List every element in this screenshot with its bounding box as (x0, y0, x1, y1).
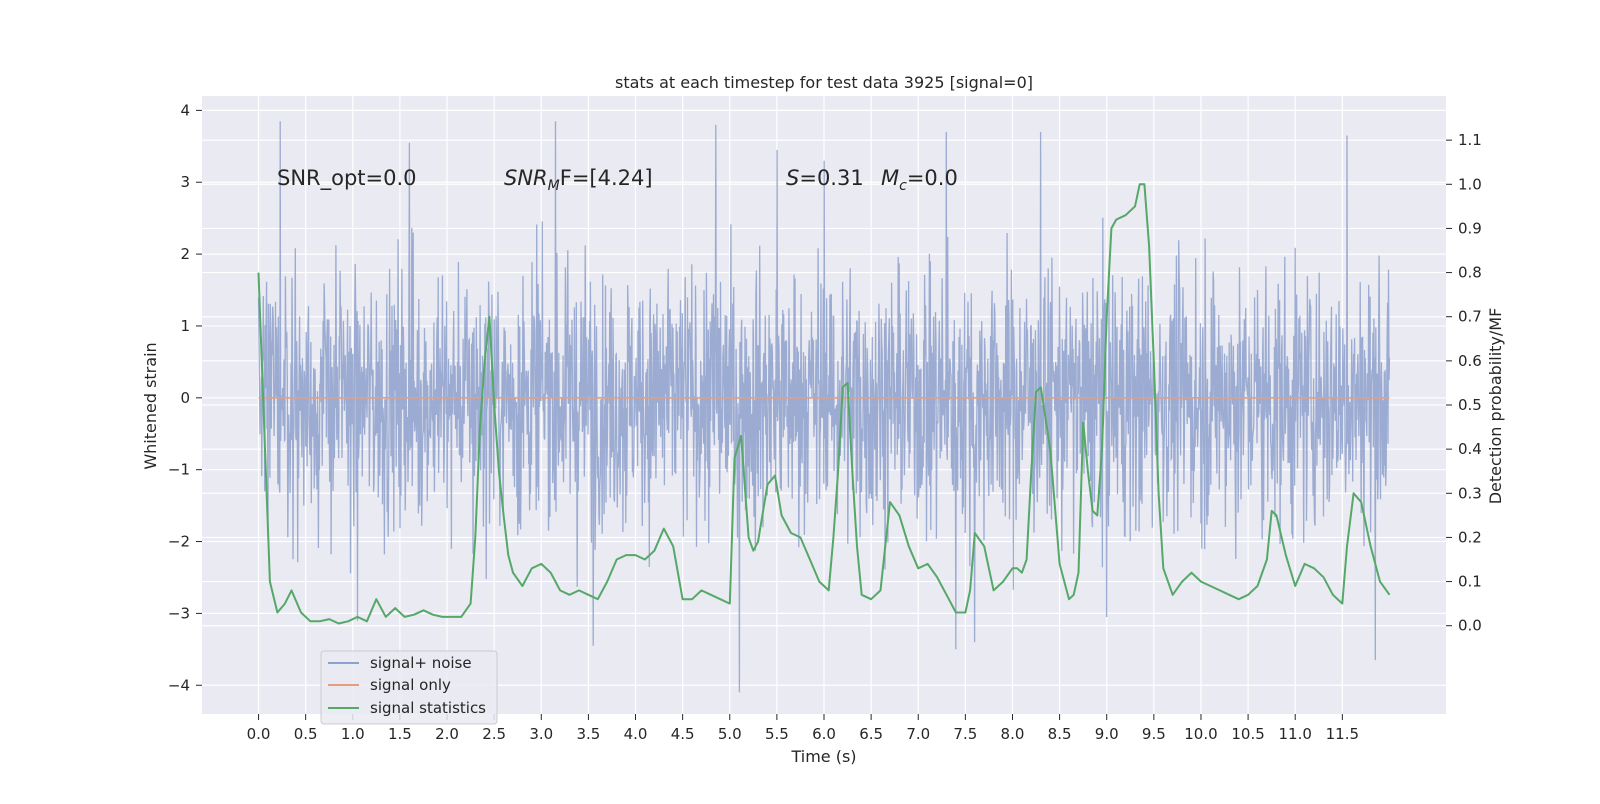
x-tick-label: 4.5 (671, 725, 695, 743)
x-tick-label: 1.0 (341, 725, 365, 743)
annotation-s-stat-rest: =0.31 (799, 166, 863, 190)
x-tick-label: 2.0 (435, 725, 459, 743)
annotation-snr-opt: SNR_opt=0.0 (277, 166, 417, 191)
axis-ticks: 0.0 0.5 1.0 1.5 2.0 2.5 3.0 3.5 4.0 4.5 5.0 5.5 6.0 6… (168, 101, 1482, 743)
y2-tick-label: 0.8 (1458, 264, 1482, 282)
y-tick-label: 2 (180, 245, 190, 263)
x-tick-label: 7.0 (906, 725, 930, 743)
x-tick-label: 6.0 (812, 725, 836, 743)
y-tick-label: −1 (168, 461, 190, 479)
x-tick-label: 6.5 (859, 725, 883, 743)
y2-tick-label: 0.3 (1458, 484, 1482, 502)
signal-statistics-line (257, 183, 1391, 625)
x-tick-label: 4.0 (624, 725, 648, 743)
y-axis-label: Whitened strain (141, 342, 160, 469)
chart-legend: signal+ noise signal only signal statist… (320, 650, 498, 725)
chart-title: stats at each timestep for test data 392… (615, 73, 1033, 92)
x-tick-label: 3.5 (576, 725, 600, 743)
y-tick-label: −3 (168, 604, 190, 622)
y-tick-label: −2 (168, 533, 190, 551)
series-signal-noise (257, 121, 1391, 693)
annotation-mc-sub: c (899, 178, 907, 194)
annotation-snr-mf-rest: F=[4.24] (560, 166, 653, 190)
annotation-s-stat: S=0.31 (786, 166, 864, 190)
y2-tick-label: 0.9 (1458, 219, 1482, 237)
x-tick-label: 7.5 (953, 725, 977, 743)
x-tick-label: 9.0 (1095, 725, 1119, 743)
y-tick-label: 0 (180, 389, 190, 407)
annotation-snr-mf: SNRMF=[4.24] (504, 166, 653, 194)
x-tick-label: 1.5 (388, 725, 412, 743)
y2-tick-label: 0.4 (1458, 440, 1482, 458)
y-tick-label: 1 (180, 317, 190, 335)
y2-tick-label: 0.5 (1458, 396, 1482, 414)
legend-label-signal-only: signal only (370, 676, 451, 694)
y2-axis-label: Detection probability/MF (1486, 308, 1505, 505)
x-tick-label: 3.0 (529, 725, 553, 743)
y2-tick-label: 0.0 (1458, 617, 1482, 635)
x-tick-label: 11.0 (1279, 725, 1312, 743)
y-tick-label: −4 (168, 676, 190, 694)
x-tick-label: 10.5 (1231, 725, 1264, 743)
x-tick-label: 8.0 (1001, 725, 1025, 743)
signal-noise-line (257, 121, 1391, 693)
legend-label-signal-statistics: signal statistics (370, 699, 486, 717)
x-axis-label: Time (s) (790, 747, 856, 766)
legend-box (320, 650, 498, 725)
legend-label-signal-noise: signal+ noise (370, 654, 472, 672)
y2-tick-label: 1.0 (1458, 175, 1482, 193)
annotation-mc-rest: =0.0 (907, 166, 958, 190)
annotation-snr-mf-base: SNR (504, 166, 548, 190)
series-signal-statistics (257, 183, 1391, 625)
annotation-mc-base: M (881, 166, 899, 190)
y2-tick-label: 0.6 (1458, 352, 1482, 370)
x-tick-label: 8.5 (1048, 725, 1072, 743)
x-tick-label: 5.0 (718, 725, 742, 743)
y2-tick-label: 0.1 (1458, 573, 1482, 591)
x-tick-label: 9.5 (1142, 725, 1166, 743)
y2-tick-label: 0.7 (1458, 308, 1482, 326)
annotation-snr-mf-sub: M (548, 178, 560, 194)
annotation-s-stat-base: S (786, 166, 799, 190)
y2-tick-label: 0.2 (1458, 528, 1482, 546)
x-tick-label: 11.5 (1326, 725, 1359, 743)
x-tick-label: 2.5 (482, 725, 506, 743)
y-tick-label: 4 (180, 101, 190, 119)
x-tick-label: 0.0 (247, 725, 271, 743)
y-tick-label: 3 (180, 173, 190, 191)
annotation-mc: Mc=0.0 (881, 166, 958, 194)
x-tick-label: 5.5 (765, 725, 789, 743)
y2-tick-label: 1.1 (1458, 131, 1482, 149)
x-tick-label: 10.0 (1184, 725, 1217, 743)
x-tick-label: 0.5 (294, 725, 318, 743)
